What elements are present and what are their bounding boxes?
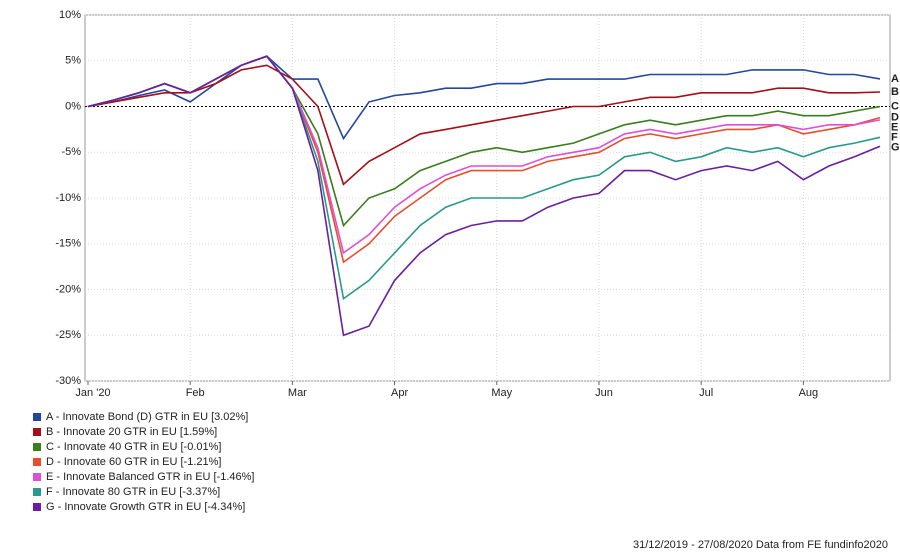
y-tick-label: -15% (55, 238, 81, 250)
legend-swatch (33, 443, 41, 451)
legend-label: C - Innovate 40 GTR in EU [-0.01%] (46, 441, 221, 453)
end-label: E (891, 121, 898, 133)
legend-swatch (33, 458, 41, 466)
y-tick-label: 5% (65, 55, 81, 67)
y-tick-label: -25% (55, 329, 81, 341)
legend-swatch (33, 428, 41, 436)
footer: 31/12/2019 - 27/08/2020 Data from FE fun… (633, 539, 888, 551)
end-label: C (891, 100, 899, 112)
legend-label: A - Innovate Bond (D) GTR in EU [3.02%] (46, 411, 248, 423)
y-tick-label: 10% (59, 9, 81, 21)
y-tick-label: 0% (65, 100, 81, 112)
legend-label: F - Innovate 80 GTR in EU [-3.37%] (46, 486, 220, 498)
legend-swatch (33, 473, 41, 481)
legend-swatch (33, 503, 41, 511)
legend-swatch (33, 413, 41, 421)
legend-label: D - Innovate 60 GTR in EU [-1.21%] (46, 456, 221, 468)
series-line (87, 55, 881, 337)
x-tick-label: Mar (288, 387, 307, 399)
end-label: D (891, 111, 899, 123)
x-tick-label: May (491, 387, 512, 399)
end-label: A (891, 73, 899, 85)
y-tick-label: -5% (61, 146, 81, 158)
x-tick-label: Jul (699, 387, 713, 399)
x-tick-label: Aug (799, 387, 819, 399)
y-tick-label: -30% (55, 375, 81, 387)
x-tick-label: Feb (186, 387, 205, 399)
y-tick-label: -10% (55, 192, 81, 204)
series-line (87, 64, 881, 186)
end-label: F (891, 131, 898, 143)
y-tick-label: -20% (55, 283, 81, 295)
x-tick-label: Jun (595, 387, 613, 399)
x-tick-label: Apr (391, 387, 408, 399)
legend-label: E - Innovate Balanced GTR in EU [-1.46%] (46, 471, 255, 483)
end-label: B (891, 86, 899, 98)
legend-label: G - Innovate Growth GTR in EU [-4.34%] (46, 501, 245, 513)
end-label: G (891, 141, 900, 153)
legend-label: B - Innovate 20 GTR in EU [1.59%] (46, 426, 217, 438)
legend-swatch (33, 488, 41, 496)
x-tick-label: Jan '20 (75, 387, 110, 399)
